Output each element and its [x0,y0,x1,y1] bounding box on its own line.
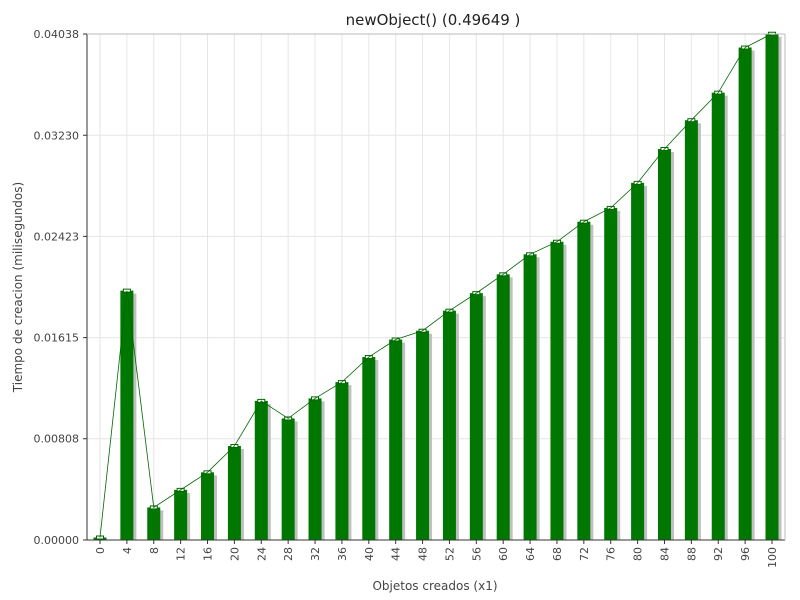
x-tick-label: 52 [443,547,456,561]
bar [711,92,725,541]
x-tick-label: 80 [632,547,645,561]
bar [201,472,215,540]
plot-background [87,34,785,540]
bar [174,489,188,540]
x-tick-label: 0 [94,547,107,554]
bar [496,274,510,540]
y-tick-label: 0.04038 [34,28,80,41]
y-tick-label: 0.01615 [34,332,80,345]
bar [765,33,779,540]
bar [523,254,537,541]
bar [416,330,430,540]
bar [604,207,618,540]
bar [684,120,698,540]
bar [389,339,403,540]
x-tick-label: 68 [551,547,564,561]
bar [254,400,268,540]
x-tick-label: 92 [712,547,725,561]
x-tick-label: 88 [685,547,698,561]
bar [147,507,161,540]
x-tick-label: 84 [658,547,671,561]
x-tick-label: 32 [309,547,322,561]
x-tick-label: 100 [766,547,779,568]
bar [281,418,295,540]
x-tick-label: 40 [363,547,376,561]
x-tick-label: 28 [282,547,295,561]
bar [738,47,752,540]
x-tick-label: 96 [739,547,752,561]
y-tick-label: 0.00808 [34,433,80,446]
x-tick-label: 56 [470,547,483,561]
series-line [99,33,773,538]
bar [335,382,349,540]
x-tick-label: 76 [605,547,618,561]
x-tick-label: 24 [255,547,268,561]
x-tick-label: 64 [524,547,537,561]
y-tick-label: 0.00000 [34,534,80,547]
x-tick-label: 44 [390,547,403,561]
x-tick-label: 4 [121,547,134,554]
y-axis-label: Tiempo de creacion (milisegundos) [11,182,25,393]
bar [657,149,671,540]
x-axis-label: Objetos creados (x1) [372,579,497,593]
bar [362,357,376,540]
bar [227,446,241,540]
bar [308,398,322,540]
bar [469,293,483,540]
bar [442,310,456,540]
x-tick-label: 48 [417,547,430,561]
plot-area: 0.00000 0.00808 0.01615 0.02423 0.03230 0.040… [34,28,786,568]
x-tick-label: 60 [497,547,510,561]
x-tick-label: 36 [336,547,349,561]
bar [550,241,564,540]
x-tick-label: 16 [202,547,215,561]
y-tick-label: 0.02423 [34,230,80,243]
y-tick-label: 0.03230 [34,129,80,142]
x-tick-label: 72 [578,547,591,561]
chart-title: newObject() (0.49649 ) [346,11,521,29]
bar [120,290,134,540]
x-tick-label: 8 [148,547,161,554]
x-tick-label: 20 [228,547,241,561]
bar [577,221,591,540]
bar [631,182,645,541]
x-tick-label: 12 [175,547,188,561]
